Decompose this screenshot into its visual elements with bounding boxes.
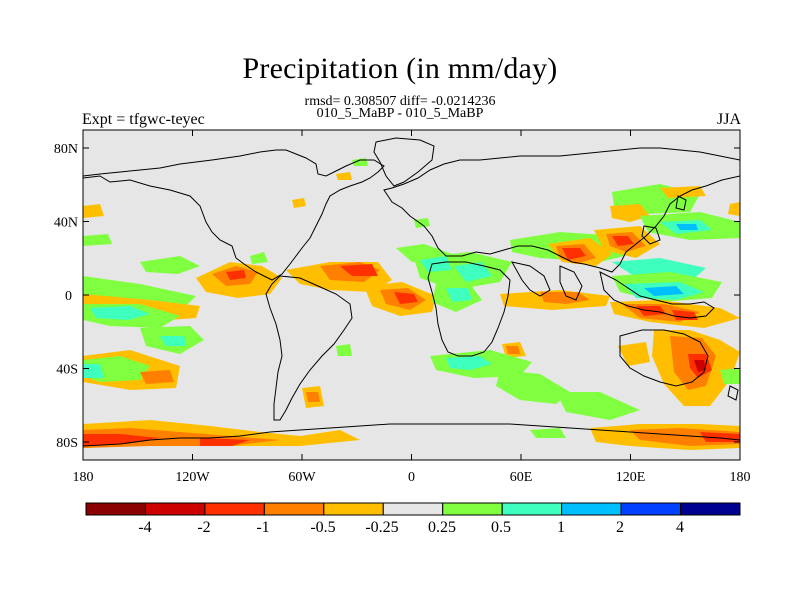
axis-ticks <box>82 130 741 460</box>
coastline-australia <box>619 329 709 387</box>
coastline-africa <box>427 261 511 357</box>
anomaly-patch <box>506 346 520 354</box>
colorbar-swatch <box>680 502 741 516</box>
colorbar-swatch <box>620 502 682 516</box>
x-tick-label: 120W <box>175 470 210 485</box>
x-tick-label: 60W <box>288 470 316 485</box>
stats-line: rmsd= 0.308507 diff= -0.0214236 <box>304 94 496 109</box>
anomaly-patch <box>250 252 268 264</box>
anomaly-patch <box>226 270 246 280</box>
coastline-antarctica <box>83 423 740 447</box>
colorbar-swatch <box>323 502 384 516</box>
anomaly-patch <box>420 256 452 272</box>
precipitation-anomaly-fields <box>83 158 740 450</box>
anomaly-patch <box>454 262 492 282</box>
colorbar-labels: -4 -2 -1 -0.5 -0.25 0.25 0.5 1 2 4 <box>138 519 684 536</box>
x-tick-label: 120E <box>616 470 646 485</box>
colorbar-label: -1 <box>256 519 269 536</box>
colorbar-label: -0.5 <box>310 519 335 536</box>
anomaly-patch <box>140 256 200 274</box>
y-tick-label: 80N <box>54 142 78 157</box>
anomaly-patch <box>292 198 306 208</box>
colorbar-swatch <box>382 502 444 516</box>
colorbar-label: 4 <box>676 519 684 536</box>
anomaly-patch <box>618 342 650 366</box>
colorbar: -4 -2 -1 -0.5 -0.25 0.25 0.5 1 2 4 <box>85 502 741 536</box>
colorbar-swatch <box>501 502 563 516</box>
anomaly-patch <box>414 218 430 228</box>
coastline-south-america <box>265 275 353 421</box>
anomaly-patch <box>676 224 698 230</box>
season-label: JJA <box>716 111 741 128</box>
anomaly-patch <box>394 292 418 304</box>
anomaly-patch <box>694 360 706 372</box>
anomaly-patch <box>83 204 104 218</box>
colorbar-swatch <box>144 502 206 516</box>
anomaly-patch <box>336 344 352 356</box>
colorbar-label: 0.25 <box>428 519 456 536</box>
colorbar-swatch <box>263 502 325 516</box>
anomaly-patch <box>612 236 634 246</box>
anomaly-patch <box>83 364 104 378</box>
anomaly-patch <box>446 356 492 370</box>
colorbar-label: -2 <box>197 519 210 536</box>
anomaly-patch <box>306 392 320 402</box>
x-tick-label: 0 <box>408 470 415 485</box>
y-tick-label: 40N <box>54 216 78 231</box>
colorbar-swatch <box>204 502 265 516</box>
plot-subtitle: 010_5_MaBP - 010_5_MaBP <box>316 106 484 121</box>
y-axis-labels: 80N 40N 0 40S 80S <box>54 142 78 451</box>
coastline-islands <box>641 195 739 401</box>
colorbar-label: -0.25 <box>365 519 398 536</box>
colorbar-label: -4 <box>138 519 151 536</box>
x-axis-labels: 180 120W 60W 0 60E 120E 180 <box>73 470 751 485</box>
x-tick-label: 60E <box>510 470 533 485</box>
anomaly-patch <box>140 370 174 384</box>
coastline-greenland <box>373 137 435 187</box>
experiment-label: Expt = tfgwc-teyec <box>82 111 205 128</box>
anomaly-patch <box>90 306 150 320</box>
anomaly-patch <box>610 204 650 222</box>
anomaly-patch <box>530 428 566 438</box>
anomaly-patch <box>83 434 160 446</box>
coastline-north-america <box>83 149 385 281</box>
anomaly-patch <box>83 234 112 246</box>
anomaly-patch <box>728 202 740 216</box>
anomaly-patch <box>562 248 586 260</box>
y-tick-label: 0 <box>65 289 72 304</box>
anomaly-patch <box>556 392 640 420</box>
coastline-southeast-asia <box>599 271 715 319</box>
plot-title: Precipitation (in mm/day) <box>242 52 558 85</box>
colorbar-swatch <box>85 502 146 516</box>
colorbar-label: 1 <box>557 519 565 536</box>
anomaly-patch <box>496 370 570 404</box>
colorbar-swatch <box>561 502 622 516</box>
y-tick-label: 80S <box>56 436 78 451</box>
colorbar-label: 0.5 <box>491 519 511 536</box>
anomaly-patch <box>644 286 684 296</box>
anomaly-patch <box>446 288 472 302</box>
x-tick-label: 180 <box>73 470 94 485</box>
y-tick-label: 40S <box>56 363 78 378</box>
anomaly-patch <box>200 438 250 446</box>
coastline-arabia-india <box>511 261 583 301</box>
colorbar-swatch <box>442 502 503 516</box>
coastline-europe-asia <box>383 147 740 273</box>
anomaly-patch <box>540 292 590 304</box>
colorbar-label: 2 <box>616 519 624 536</box>
coastlines <box>83 137 740 447</box>
anomaly-patch <box>336 172 352 180</box>
x-tick-label: 180 <box>730 470 751 485</box>
anomaly-patch <box>340 264 378 276</box>
anomaly-patch <box>720 368 740 384</box>
colorbar-swatches <box>85 502 741 516</box>
map-plot-area <box>82 129 741 461</box>
anomaly-patch <box>160 336 186 346</box>
